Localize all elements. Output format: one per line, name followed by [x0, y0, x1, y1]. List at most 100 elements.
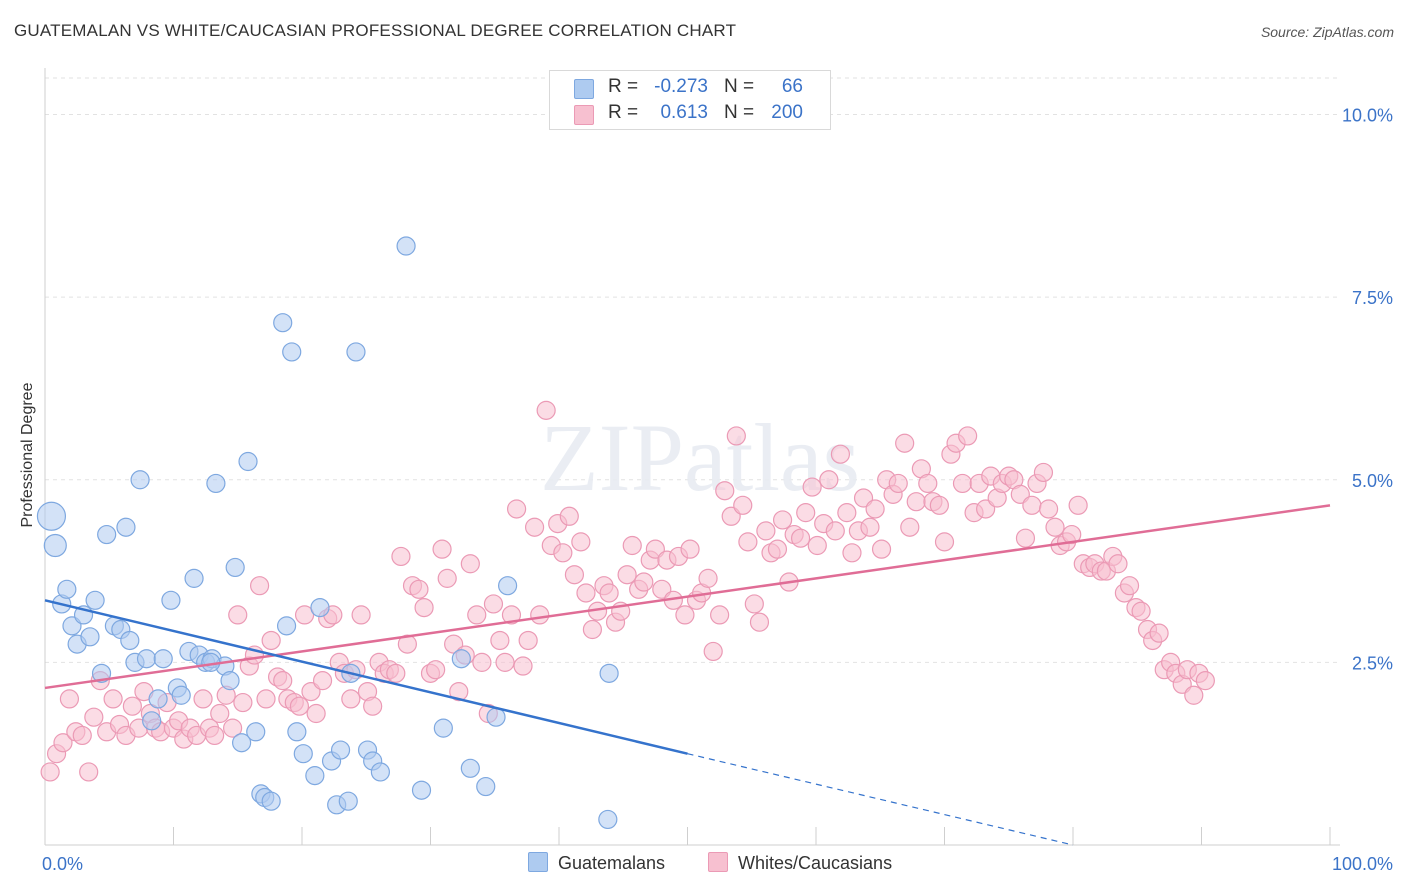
guatemalan-point [153, 649, 173, 669]
white-caucasian-point [1015, 528, 1036, 548]
white-caucasian-point [772, 510, 793, 530]
white-caucasian-point [680, 539, 700, 559]
guatemalan-point [451, 649, 471, 669]
white-caucasian-point [249, 576, 270, 596]
white-caucasian-point [294, 605, 315, 625]
white-caucasian-point [802, 477, 822, 497]
white-caucasian-point [622, 535, 642, 556]
r-label: R = [608, 102, 639, 123]
white-caucasian-point [40, 762, 60, 782]
white-caucasian-point [426, 660, 446, 680]
guatemalan-point [238, 451, 258, 472]
white-caucasian-point [432, 539, 452, 559]
white-caucasian-point [1149, 623, 1169, 643]
white-caucasian-point [228, 605, 248, 625]
white-caucasian-point [553, 543, 573, 563]
white-caucasian-point [900, 517, 920, 537]
guatemalans-swatch [528, 852, 548, 872]
white-caucasian-point [830, 444, 851, 464]
white-caucasian-point [530, 605, 550, 625]
white-caucasian-point [341, 689, 361, 709]
legend-item-guatemalans[interactable]: Guatemalans [528, 852, 665, 874]
n-value: 66 [781, 76, 803, 97]
white-caucasian-point [865, 499, 885, 519]
white-caucasian-point [513, 656, 533, 676]
white-caucasian-point [756, 521, 776, 541]
guatemalan-point [220, 671, 240, 691]
guatemalan-point [161, 590, 181, 610]
n-label: N = [724, 76, 755, 97]
legend-item-whites[interactable]: Whites/Caucasians [708, 852, 892, 874]
white-caucasian-point [837, 503, 857, 523]
guatemalan-point [136, 649, 157, 669]
white-caucasian-point [634, 572, 654, 592]
white-caucasian-point [1068, 495, 1088, 515]
whites-trend-line [44, 504, 1331, 690]
guatemalan-point [36, 501, 67, 531]
white-caucasian-point [918, 473, 938, 494]
white-caucasian-point [495, 652, 515, 672]
white-caucasian-point [790, 528, 811, 548]
white-caucasian-point [715, 481, 735, 501]
white-caucasian-point [256, 689, 276, 709]
white-caucasian-point [710, 605, 730, 625]
whites-swatch [574, 105, 594, 125]
guatemalan-point [97, 524, 117, 545]
white-caucasian-point [193, 689, 213, 709]
white-caucasian-point [79, 762, 99, 782]
white-caucasian-point [122, 696, 142, 716]
white-caucasian-point [391, 546, 411, 567]
white-caucasian-point [564, 565, 585, 585]
white-caucasian-point [807, 535, 827, 556]
white-caucasian-point [223, 718, 243, 738]
white-caucasian-point [53, 733, 73, 753]
white-caucasian-point [397, 634, 417, 654]
guatemalan-point [261, 791, 281, 811]
guatemalan-point [91, 663, 112, 683]
guatemalan-point [411, 780, 432, 800]
white-caucasian-point [582, 619, 603, 640]
x-tick-label: 100.0% [1332, 854, 1393, 874]
guatemalan-point [433, 718, 453, 738]
guatemalan-point [476, 776, 496, 797]
x-tick-label: 0.0% [42, 854, 83, 874]
white-caucasian-point [483, 594, 504, 614]
white-caucasian-point [871, 539, 892, 559]
guatemalan-point [120, 630, 140, 651]
white-caucasian-point [733, 495, 753, 515]
guatemalans-trend-extension [687, 753, 1074, 846]
guatemalan-point [116, 517, 136, 537]
white-caucasian-point [749, 612, 770, 632]
white-caucasian-point [59, 689, 80, 709]
white-caucasian-point [467, 605, 487, 625]
legend-row-guatemalans: R = -0.273 N = 66 [550, 75, 830, 101]
white-caucasian-point [744, 594, 764, 614]
white-caucasian-point [386, 663, 406, 683]
guatemalan-point [57, 579, 77, 599]
guatemalan-point [142, 711, 162, 731]
y-tick-label: 10.0% [1342, 106, 1393, 126]
white-caucasian-point [536, 400, 556, 420]
white-caucasian-point [842, 543, 862, 563]
white-caucasian-point [559, 506, 579, 526]
white-caucasian-point [958, 426, 978, 446]
white-caucasian-point [617, 565, 637, 585]
r-value: 0.613 [660, 102, 708, 123]
guatemalan-point [85, 590, 105, 610]
guatemalan-point [148, 689, 168, 709]
guatemalan-point [370, 762, 390, 782]
white-caucasian-point [233, 692, 253, 713]
white-caucasian-point [506, 499, 527, 519]
correlation-legend: R = -0.273 N = 66 R = 0.613 N = 200 [549, 70, 831, 130]
white-caucasian-point [698, 568, 718, 588]
white-caucasian-point [524, 517, 545, 537]
white-caucasian-point [1131, 601, 1151, 621]
guatemalan-point [598, 809, 618, 830]
guatemalan-point [171, 685, 191, 705]
guatemalan-point [330, 740, 351, 760]
guatemalan-point [396, 236, 416, 256]
white-caucasian-point [1022, 495, 1042, 515]
white-caucasian-point [738, 532, 758, 552]
guatemalan-point [310, 597, 330, 618]
white-caucasian-point [449, 681, 469, 702]
